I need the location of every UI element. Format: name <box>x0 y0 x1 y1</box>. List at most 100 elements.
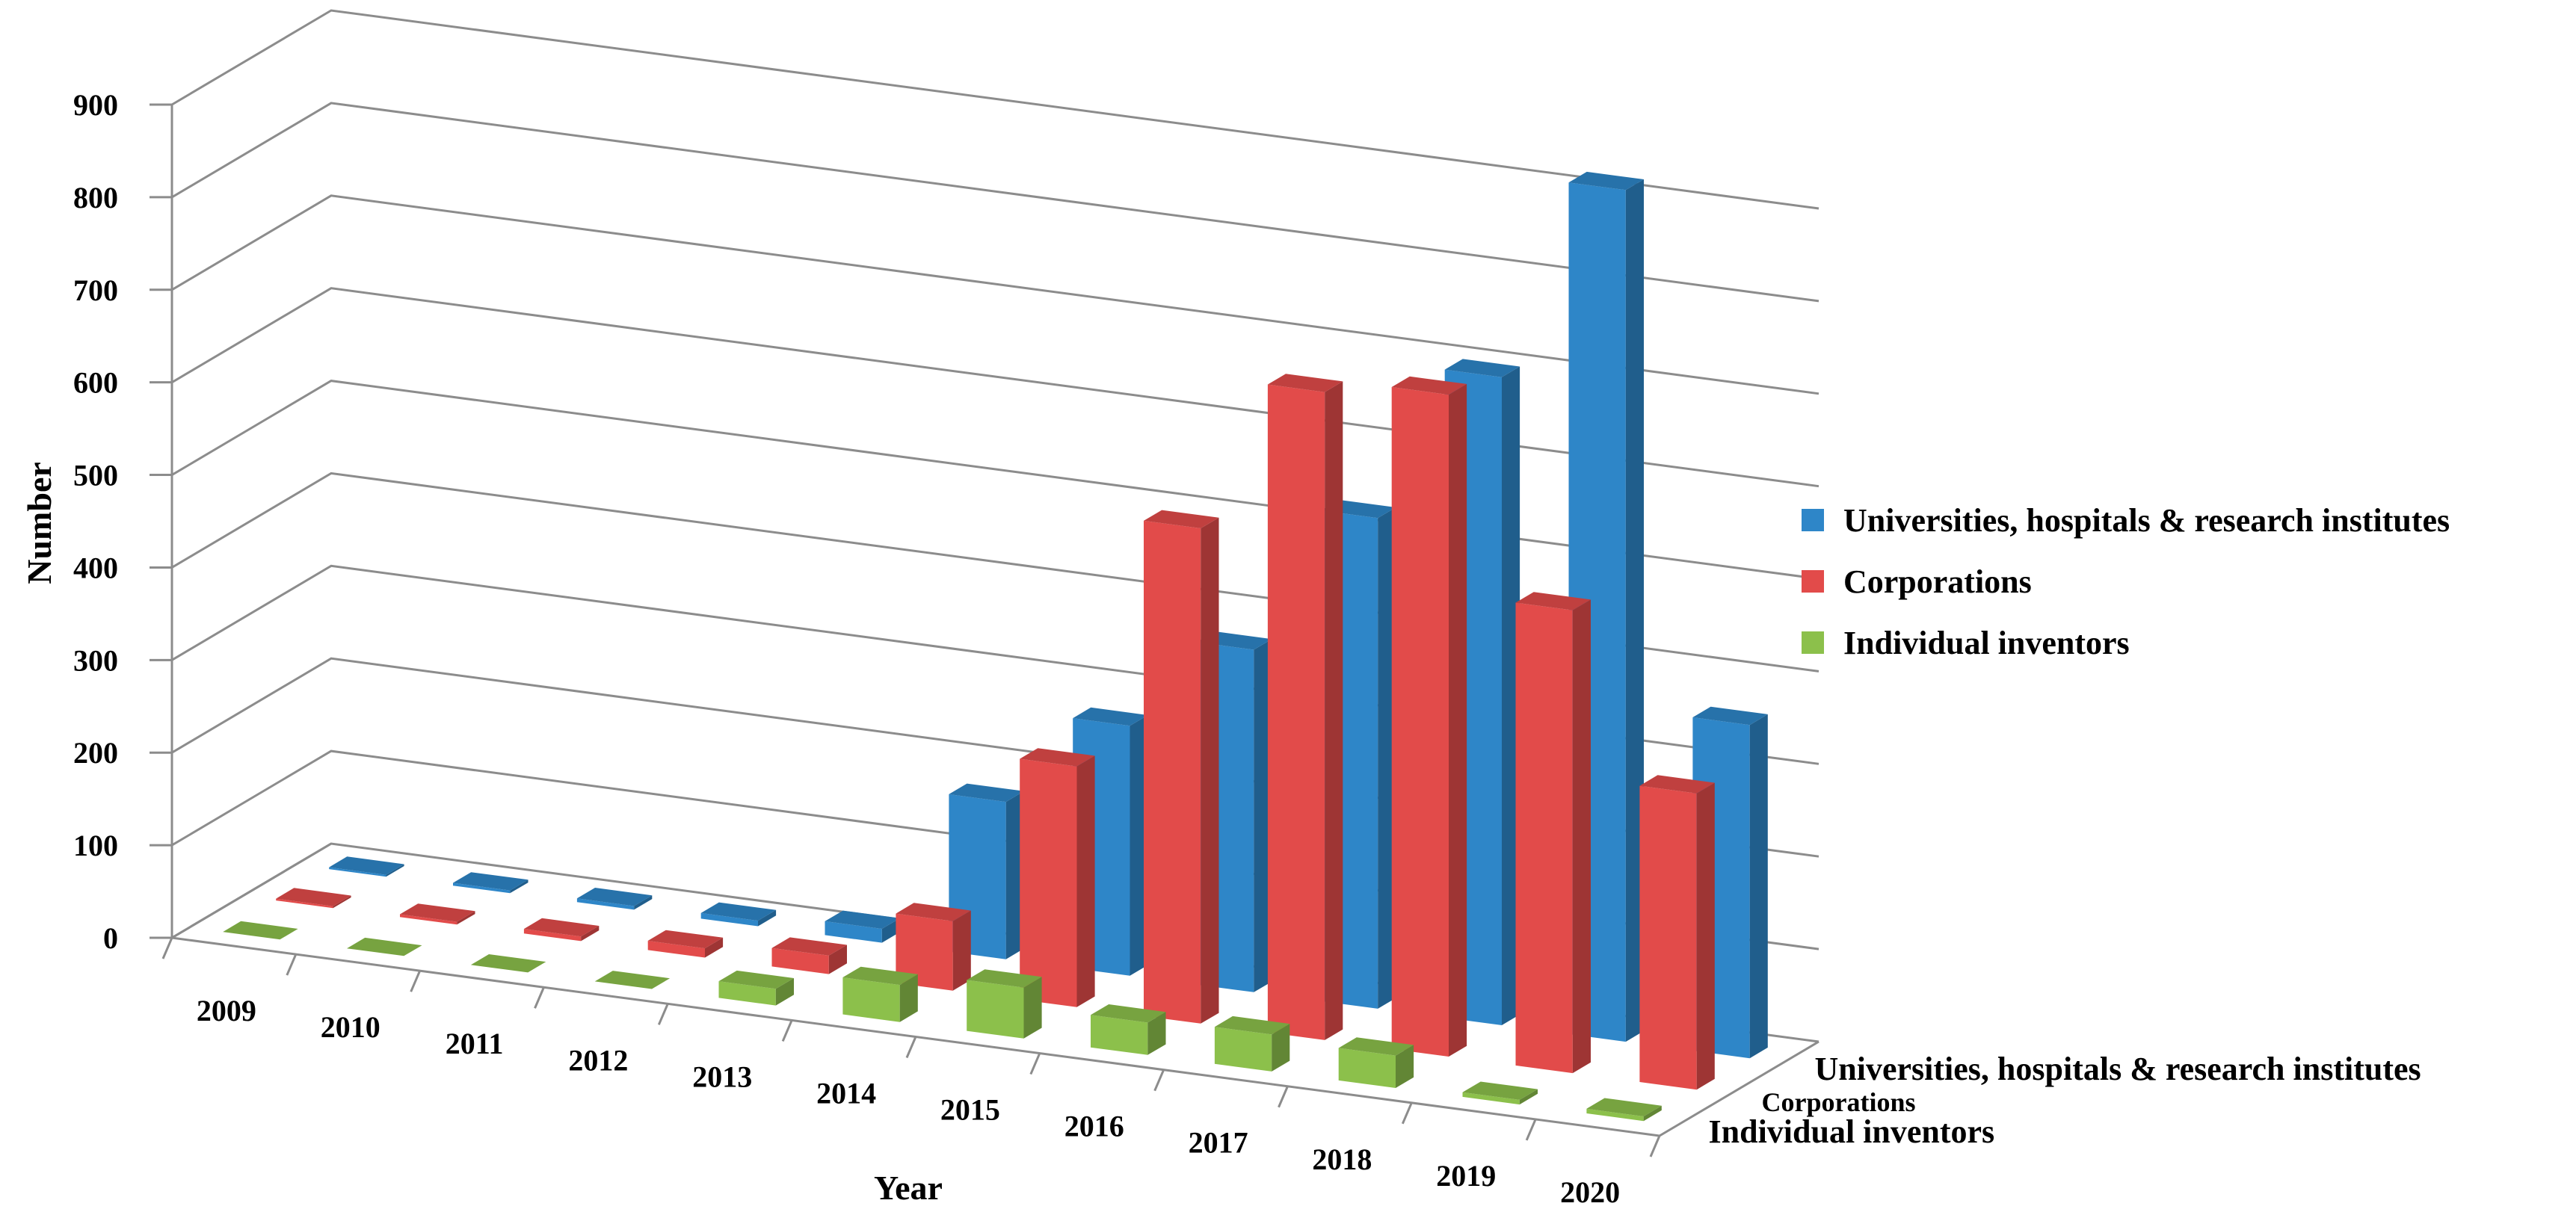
bar-side-face <box>758 909 777 927</box>
bar-top-face <box>1338 1037 1414 1056</box>
bar-top-face <box>1073 707 1148 726</box>
x-tick-label: 2013 <box>692 1060 752 1093</box>
bar <box>718 970 794 1006</box>
bar <box>825 910 900 943</box>
gridline <box>171 194 1819 395</box>
bar <box>700 902 777 927</box>
depth-tick-label: Corporations <box>1762 1087 1916 1117</box>
bar-side-face <box>386 864 404 877</box>
x-tick-mark <box>410 970 422 992</box>
bar-top-face <box>347 937 422 956</box>
bar <box>647 930 724 958</box>
bar-front-face <box>576 898 635 910</box>
bar <box>1391 376 1467 1057</box>
bar-front-face <box>1214 1027 1272 1072</box>
depth-tick-label: Universities, hospitals & research insti… <box>1815 1051 2421 1087</box>
bar-top-face <box>329 856 404 875</box>
bar-top-face <box>1144 510 1219 528</box>
bar-front-face <box>1020 758 1077 1007</box>
x-tick-label: 2015 <box>940 1093 1000 1127</box>
gridlines <box>171 9 1819 1043</box>
bar <box>1214 1015 1290 1072</box>
bar-front-face <box>1267 384 1325 1040</box>
bar-side-face <box>1147 1012 1166 1055</box>
bar <box>1267 374 1343 1040</box>
bar-side-face <box>1130 715 1148 976</box>
y-tick-label: 400 <box>73 551 118 584</box>
bar <box>453 872 529 894</box>
y-tick-label: 500 <box>73 459 118 492</box>
bar-top-face <box>223 921 298 940</box>
bar-front-face <box>967 980 1024 1039</box>
bar-top-face <box>400 903 475 922</box>
bar-front-face <box>842 977 900 1022</box>
bar-front-face <box>276 898 333 909</box>
bar-side-face <box>775 978 794 1006</box>
bar-top-face <box>718 970 794 989</box>
bar-top-face <box>1692 706 1768 726</box>
bar <box>1462 1081 1538 1105</box>
x-tick-mark <box>534 986 545 1009</box>
y-tick-label: 600 <box>73 366 118 400</box>
y-tick-label: 0 <box>103 921 118 955</box>
legend-label-individual: Individual inventors <box>1843 624 2130 661</box>
bar-top-face <box>1639 775 1715 794</box>
bar-side-face <box>705 937 724 958</box>
bar-top-face <box>1444 359 1520 377</box>
bar-top-face <box>700 902 777 921</box>
bar <box>400 903 475 925</box>
bar-top-face <box>576 888 653 906</box>
y-tick-label: 800 <box>73 181 118 214</box>
bar <box>1091 1004 1166 1055</box>
y-tick-label: 200 <box>73 736 118 770</box>
bar-top-face <box>647 930 724 949</box>
x-tick-mark <box>1525 1119 1537 1141</box>
x-tick-mark <box>657 1003 669 1025</box>
bar-top-face <box>1462 1081 1538 1100</box>
bar-side-face <box>1625 179 1644 1042</box>
legend-item-individual: Individual inventors <box>1802 612 2450 673</box>
bar-front-face <box>1586 1108 1644 1122</box>
bar <box>329 856 404 877</box>
bar-side-face <box>1325 381 1343 1040</box>
bar <box>1586 1098 1662 1122</box>
x-tick-mark <box>1153 1069 1165 1092</box>
x-tick-mark <box>1278 1086 1289 1108</box>
bar <box>594 971 671 989</box>
x-tick-mark <box>781 1019 793 1042</box>
bar-side-face <box>952 910 971 991</box>
legend-item-corporations: Corporations <box>1802 551 2450 612</box>
bar-side-face <box>1696 782 1715 1090</box>
bar-side-face <box>899 974 918 1022</box>
bar-top-face <box>1267 374 1343 392</box>
bar-side-face <box>1749 714 1768 1059</box>
bar-top-face <box>1586 1098 1662 1116</box>
bar-top-face <box>594 971 671 989</box>
y-axis-label: Number <box>20 462 58 584</box>
gridline <box>171 102 1819 303</box>
bar-front-face <box>896 913 953 991</box>
bar-front-face <box>453 882 511 894</box>
bar-side-face <box>1572 599 1591 1074</box>
bar-top-face <box>842 966 918 986</box>
bar-side-face <box>1519 1089 1538 1105</box>
bar <box>1639 775 1715 1090</box>
bar-side-face <box>457 911 475 925</box>
x-tick-mark <box>286 953 298 976</box>
x-tick-mark <box>161 937 173 959</box>
bar <box>1338 1037 1414 1088</box>
bar-side-face <box>1378 507 1396 1009</box>
y-tick-label: 900 <box>73 88 118 122</box>
x-tick-mark <box>1649 1135 1661 1157</box>
x-tick-label: 2016 <box>1064 1110 1124 1143</box>
bar-front-face <box>771 947 829 974</box>
y-tick-label: 700 <box>73 273 118 307</box>
bar-side-face <box>1201 517 1219 1024</box>
bar-side-face <box>1643 1105 1662 1122</box>
bar <box>1515 592 1591 1074</box>
bar-side-face <box>828 945 847 974</box>
bar-top-face <box>1091 1004 1166 1023</box>
bar <box>347 937 422 956</box>
bar-top-face <box>825 910 900 929</box>
bar-top-face <box>453 872 529 891</box>
